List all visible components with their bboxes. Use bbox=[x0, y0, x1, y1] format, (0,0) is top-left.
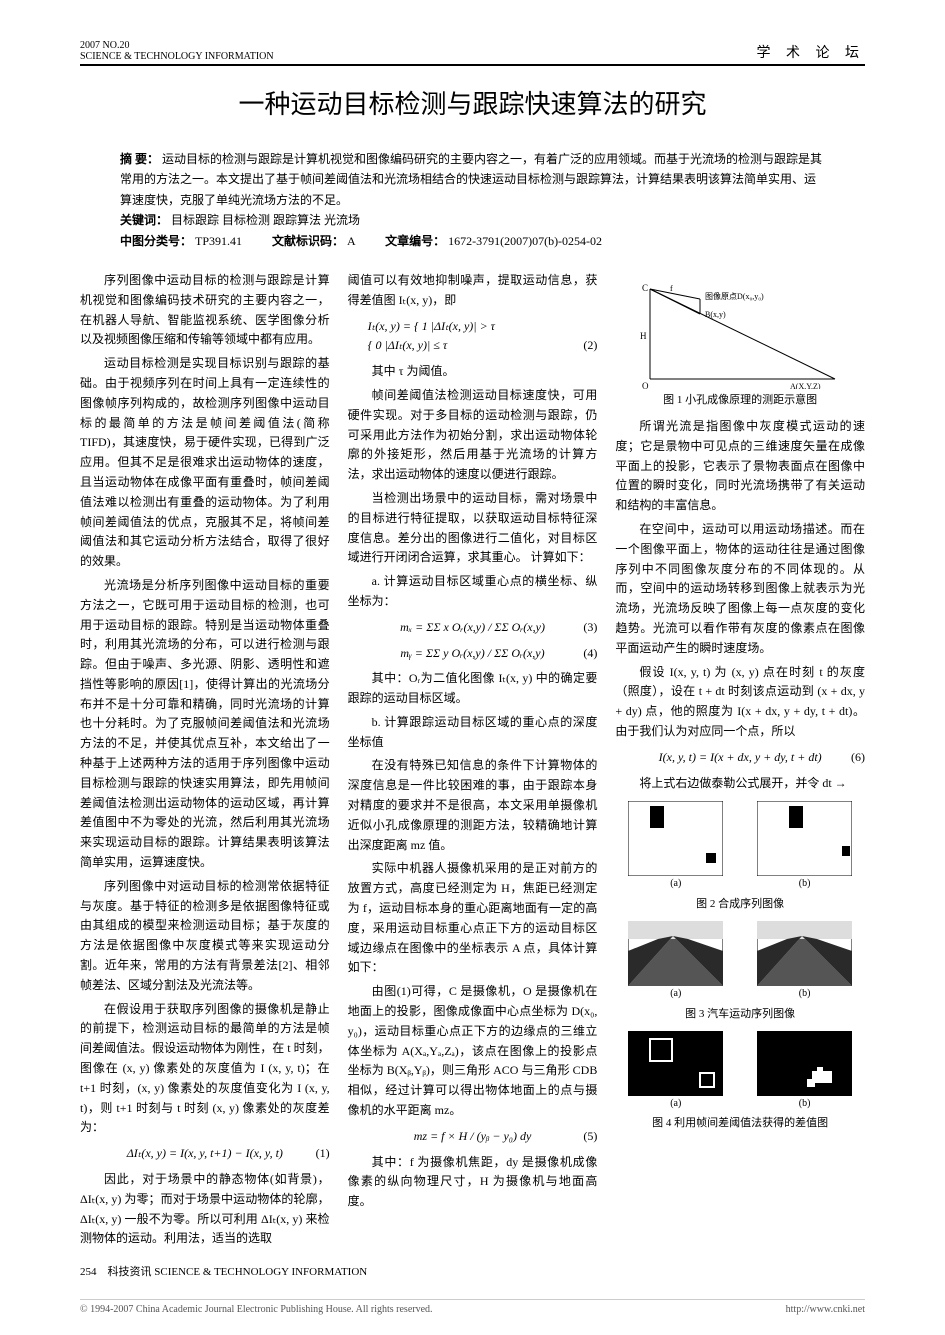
figure-1: C H O 图像原点D(x₀,y₀) B(x,y) A(X,Y,Z) f 图 1… bbox=[615, 279, 865, 409]
c3-p4: 将上式右边做泰勒公式展开，并令 dt → bbox=[615, 774, 865, 794]
copyright: © 1994-2007 China Academic Journal Elect… bbox=[80, 1304, 433, 1315]
c2-p11: 其中：f 为摄像机焦距，dy 是摄像机成像像素的纵向物理尺寸，H 为摄像机与地面… bbox=[348, 1153, 598, 1212]
fig2b-label: (b) bbox=[744, 876, 865, 893]
fig1-label-d: 图像原点D(x₀,y₀) bbox=[705, 291, 764, 301]
equation-6: I(x, y, t) = I(x + dx, y + dy, t + dt) (… bbox=[615, 748, 865, 768]
footer-url: http://www.cnki.net bbox=[786, 1304, 865, 1315]
c3-p1: 所谓光流是指图像中灰度模式运动的速度；它是景物中可见点的三维速度矢量在成像平面上… bbox=[615, 417, 865, 516]
fig4a-svg bbox=[628, 1031, 723, 1096]
keywords-label: 关键词： bbox=[120, 213, 168, 227]
eq3-num: (3) bbox=[583, 618, 597, 638]
c2-p8: 在没有特殊已知信息的条件下计算物体的深度信息是一件比较困难的事，由于跟踪本身对精… bbox=[348, 756, 598, 855]
fig3b-label: (b) bbox=[744, 986, 865, 1003]
c1-p3: 光流场是分析序列图像中运动目标的重要方法之一，它既可用于运动目标的检测，也可用于… bbox=[80, 576, 330, 873]
eq5-body: mz = f × H / (yᵦ − y₀) dy bbox=[414, 1129, 532, 1143]
c1-p5: 在假设用于获取序列图像的摄像机是静止的前提下，检测运动目标的最简单的方法是帧间差… bbox=[80, 1000, 330, 1139]
equation-1: ΔIₜ(x, y) = I(x, y, t+1) − I(x, y, t) (1… bbox=[80, 1144, 330, 1164]
fig2a-svg bbox=[628, 801, 723, 876]
c1-p4: 序列图像中对运动目标的检测常依据特征与灰度。基于特征的检测多是依据图像特征或由其… bbox=[80, 877, 330, 996]
c2-p10: 由图(1)可得，C 是摄像机，O 是摄像机在地面上的投影，图像成像面中心点坐标为… bbox=[348, 982, 598, 1121]
c2-p1: 阈值可以有效地抑制噪声，提取运动信息，获得差值图 Iₜ(x, y)，即 bbox=[348, 271, 598, 311]
figure-3: (a) (b) 图 3 汽车运动序列图像 bbox=[615, 921, 865, 1023]
eq4-num: (4) bbox=[583, 644, 597, 664]
artno: 1672-3791(2007)07(b)-0254-02 bbox=[448, 234, 602, 248]
fig3a-label: (a) bbox=[615, 986, 736, 1003]
fig4-caption: 图 4 利用帧间差阈值法获得的差值图 bbox=[615, 1114, 865, 1132]
column-3: C H O 图像原点D(x₀,y₀) B(x,y) A(X,Y,Z) f 图 1… bbox=[615, 271, 865, 1253]
fig4b-label: (b) bbox=[744, 1096, 865, 1113]
eq4-body: mᵧ = ΣΣ y Oᵣ(x,y) / ΣΣ Oᵣ(x,y) bbox=[400, 646, 544, 660]
fig1-label-o: O bbox=[642, 381, 649, 389]
eq2a: Iₜ(x, y) = { 1 |ΔIₜ(x, y)| > τ bbox=[368, 319, 495, 333]
equation-3: mₓ = ΣΣ x Oᵣ(x,y) / ΣΣ Oᵣ(x,y) (3) bbox=[348, 618, 598, 638]
eq2-num: (2) bbox=[583, 336, 597, 356]
eq1-num: (1) bbox=[316, 1144, 330, 1164]
pinhole-diagram-svg: C H O 图像原点D(x₀,y₀) B(x,y) A(X,Y,Z) f bbox=[640, 279, 840, 389]
fig3a-svg bbox=[628, 921, 723, 986]
page-number: 254 bbox=[80, 1266, 97, 1278]
artno-label: 文章编号： bbox=[385, 234, 445, 248]
fig1-label-h: H bbox=[640, 331, 647, 341]
equation-5: mz = f × H / (yᵦ − y₀) dy (5) bbox=[348, 1127, 598, 1147]
fig2a-label: (a) bbox=[615, 876, 736, 893]
column-2: 阈值可以有效地抑制噪声，提取运动信息，获得差值图 Iₜ(x, y)，即 Iₜ(x… bbox=[348, 271, 598, 1253]
c2-p5: a. 计算运动目标区域重心点的横坐标、纵坐标为： bbox=[348, 572, 598, 612]
c2-p9: 实际中机器人摄像机采用的是正对前方的放置方式，高度已经测定为 H，焦距已经测定为… bbox=[348, 859, 598, 978]
body-columns: 序列图像中运动目标的检测与跟踪是计算机视觉和图像编码技术研究的主要内容之一，在机… bbox=[80, 271, 865, 1253]
fig1-label-a: A(X,Y,Z) bbox=[790, 382, 821, 389]
page-footer-line: 254 科技资讯 SCIENCE & TECHNOLOGY INFORMATIO… bbox=[80, 1263, 865, 1279]
clc: TP391.41 bbox=[195, 234, 242, 248]
figure-2: (a) (b) 图 2 合成序列图像 bbox=[615, 801, 865, 913]
fig3b-svg bbox=[757, 921, 852, 986]
eq6-num: (6) bbox=[851, 748, 865, 768]
c2-p3: 帧间差阈值法检测运动目标速度快，可用硬件实现。对于多目标的运动检测与跟踪，仍可采… bbox=[348, 386, 598, 485]
paper-title: 一种运动目标检测与跟踪快速算法的研究 bbox=[80, 84, 865, 121]
eq6-body: I(x, y, t) = I(x + dx, y + dy, t + dt) bbox=[659, 750, 822, 764]
clc-label: 中图分类号： bbox=[120, 234, 192, 248]
running-head: 2007 NO.20 SCIENCE & TECHNOLOGY INFORMAT… bbox=[80, 40, 865, 66]
c2-p2: 其中 τ 为阈值。 bbox=[348, 362, 598, 382]
fig3-caption: 图 3 汽车运动序列图像 bbox=[615, 1005, 865, 1023]
page-footer: © 1994-2007 China Academic Journal Elect… bbox=[80, 1299, 865, 1315]
fig1-label-b: B(x,y) bbox=[705, 310, 726, 319]
doccode-label: 文献标识码： bbox=[272, 234, 344, 248]
footer-journal: 科技资讯 SCIENCE & TECHNOLOGY INFORMATION bbox=[108, 1266, 368, 1278]
c3-p2: 在空间中，运动可以用运动场描述。而在一个图像平面上，物体的运动往往是通过图像序列… bbox=[615, 520, 865, 659]
fig4a-label: (a) bbox=[615, 1096, 736, 1113]
c1-p6: 因此，对于场景中的静态物体(如背景)，ΔIₜ(x, y) 为零；而对于场景中运动… bbox=[80, 1170, 330, 1249]
fig1-caption: 图 1 小孔成像原理的测距示意图 bbox=[615, 391, 865, 409]
figure-4: (a) (b) 图 4 利用帧间差阈值法获得的差值图 bbox=[615, 1031, 865, 1133]
journal-en: SCIENCE & TECHNOLOGY INFORMATION bbox=[80, 51, 274, 62]
section-name: 学 术 论 坛 bbox=[757, 42, 866, 62]
c3-p3: 假设 I(x, y, t) 为 (x, y) 点在时刻 t 的灰度（照度），设在… bbox=[615, 663, 865, 742]
c1-p2: 运动目标检测是实现目标识别与跟踪的基础。由于视频序列在时间上具有一定连续性的图像… bbox=[80, 354, 330, 572]
c1-p1: 序列图像中运动目标的检测与跟踪是计算机视觉和图像编码技术研究的主要内容之一，在机… bbox=[80, 271, 330, 350]
doccode: A bbox=[347, 234, 355, 248]
eq1-body: ΔIₜ(x, y) = I(x, y, t+1) − I(x, y, t) bbox=[127, 1146, 283, 1160]
eq2b: { 0 |ΔIₜ(x, y)| ≤ τ bbox=[368, 338, 448, 352]
equation-4: mᵧ = ΣΣ y Oᵣ(x,y) / ΣΣ Oᵣ(x,y) (4) bbox=[348, 644, 598, 664]
abstract-label: 摘 要： bbox=[120, 152, 159, 166]
eq5-num: (5) bbox=[583, 1127, 597, 1147]
keywords: 目标跟踪 目标检测 跟踪算法 光流场 bbox=[171, 213, 360, 227]
column-1: 序列图像中运动目标的检测与跟踪是计算机视觉和图像编码技术研究的主要内容之一，在机… bbox=[80, 271, 330, 1253]
abstract-block: 摘 要： 运动目标的检测与跟踪是计算机视觉和图像编码研究的主要内容之一，有着广泛… bbox=[120, 149, 825, 251]
fig2b-svg bbox=[757, 801, 852, 876]
issue: 2007 NO.20 bbox=[80, 40, 274, 51]
c2-p6: 其中：Oᵣ为二值化图像 Iₜ(x, y) 中的确定要跟踪的运动目标区域。 bbox=[348, 669, 598, 709]
equation-2: Iₜ(x, y) = { 1 |ΔIₜ(x, y)| > τ { 0 |ΔIₜ(… bbox=[348, 317, 598, 357]
eq3-body: mₓ = ΣΣ x Oᵣ(x,y) / ΣΣ Oᵣ(x,y) bbox=[400, 620, 545, 634]
c2-p7: b. 计算跟踪运动目标区域的重心点的深度坐标值 bbox=[348, 713, 598, 753]
fig1-label-c: C bbox=[642, 283, 648, 293]
fig1-label-f: f bbox=[670, 284, 673, 293]
abstract-text: 运动目标的检测与跟踪是计算机视觉和图像编码研究的主要内容之一，有着广泛的应用领域… bbox=[120, 152, 822, 207]
header-left: 2007 NO.20 SCIENCE & TECHNOLOGY INFORMAT… bbox=[80, 40, 274, 62]
fig4b-svg bbox=[757, 1031, 852, 1096]
fig2-caption: 图 2 合成序列图像 bbox=[615, 895, 865, 913]
c2-p4: 当检测出场景中的运动目标，需对场景中的目标进行特征提取，以获取运动目标特征深度信… bbox=[348, 489, 598, 568]
